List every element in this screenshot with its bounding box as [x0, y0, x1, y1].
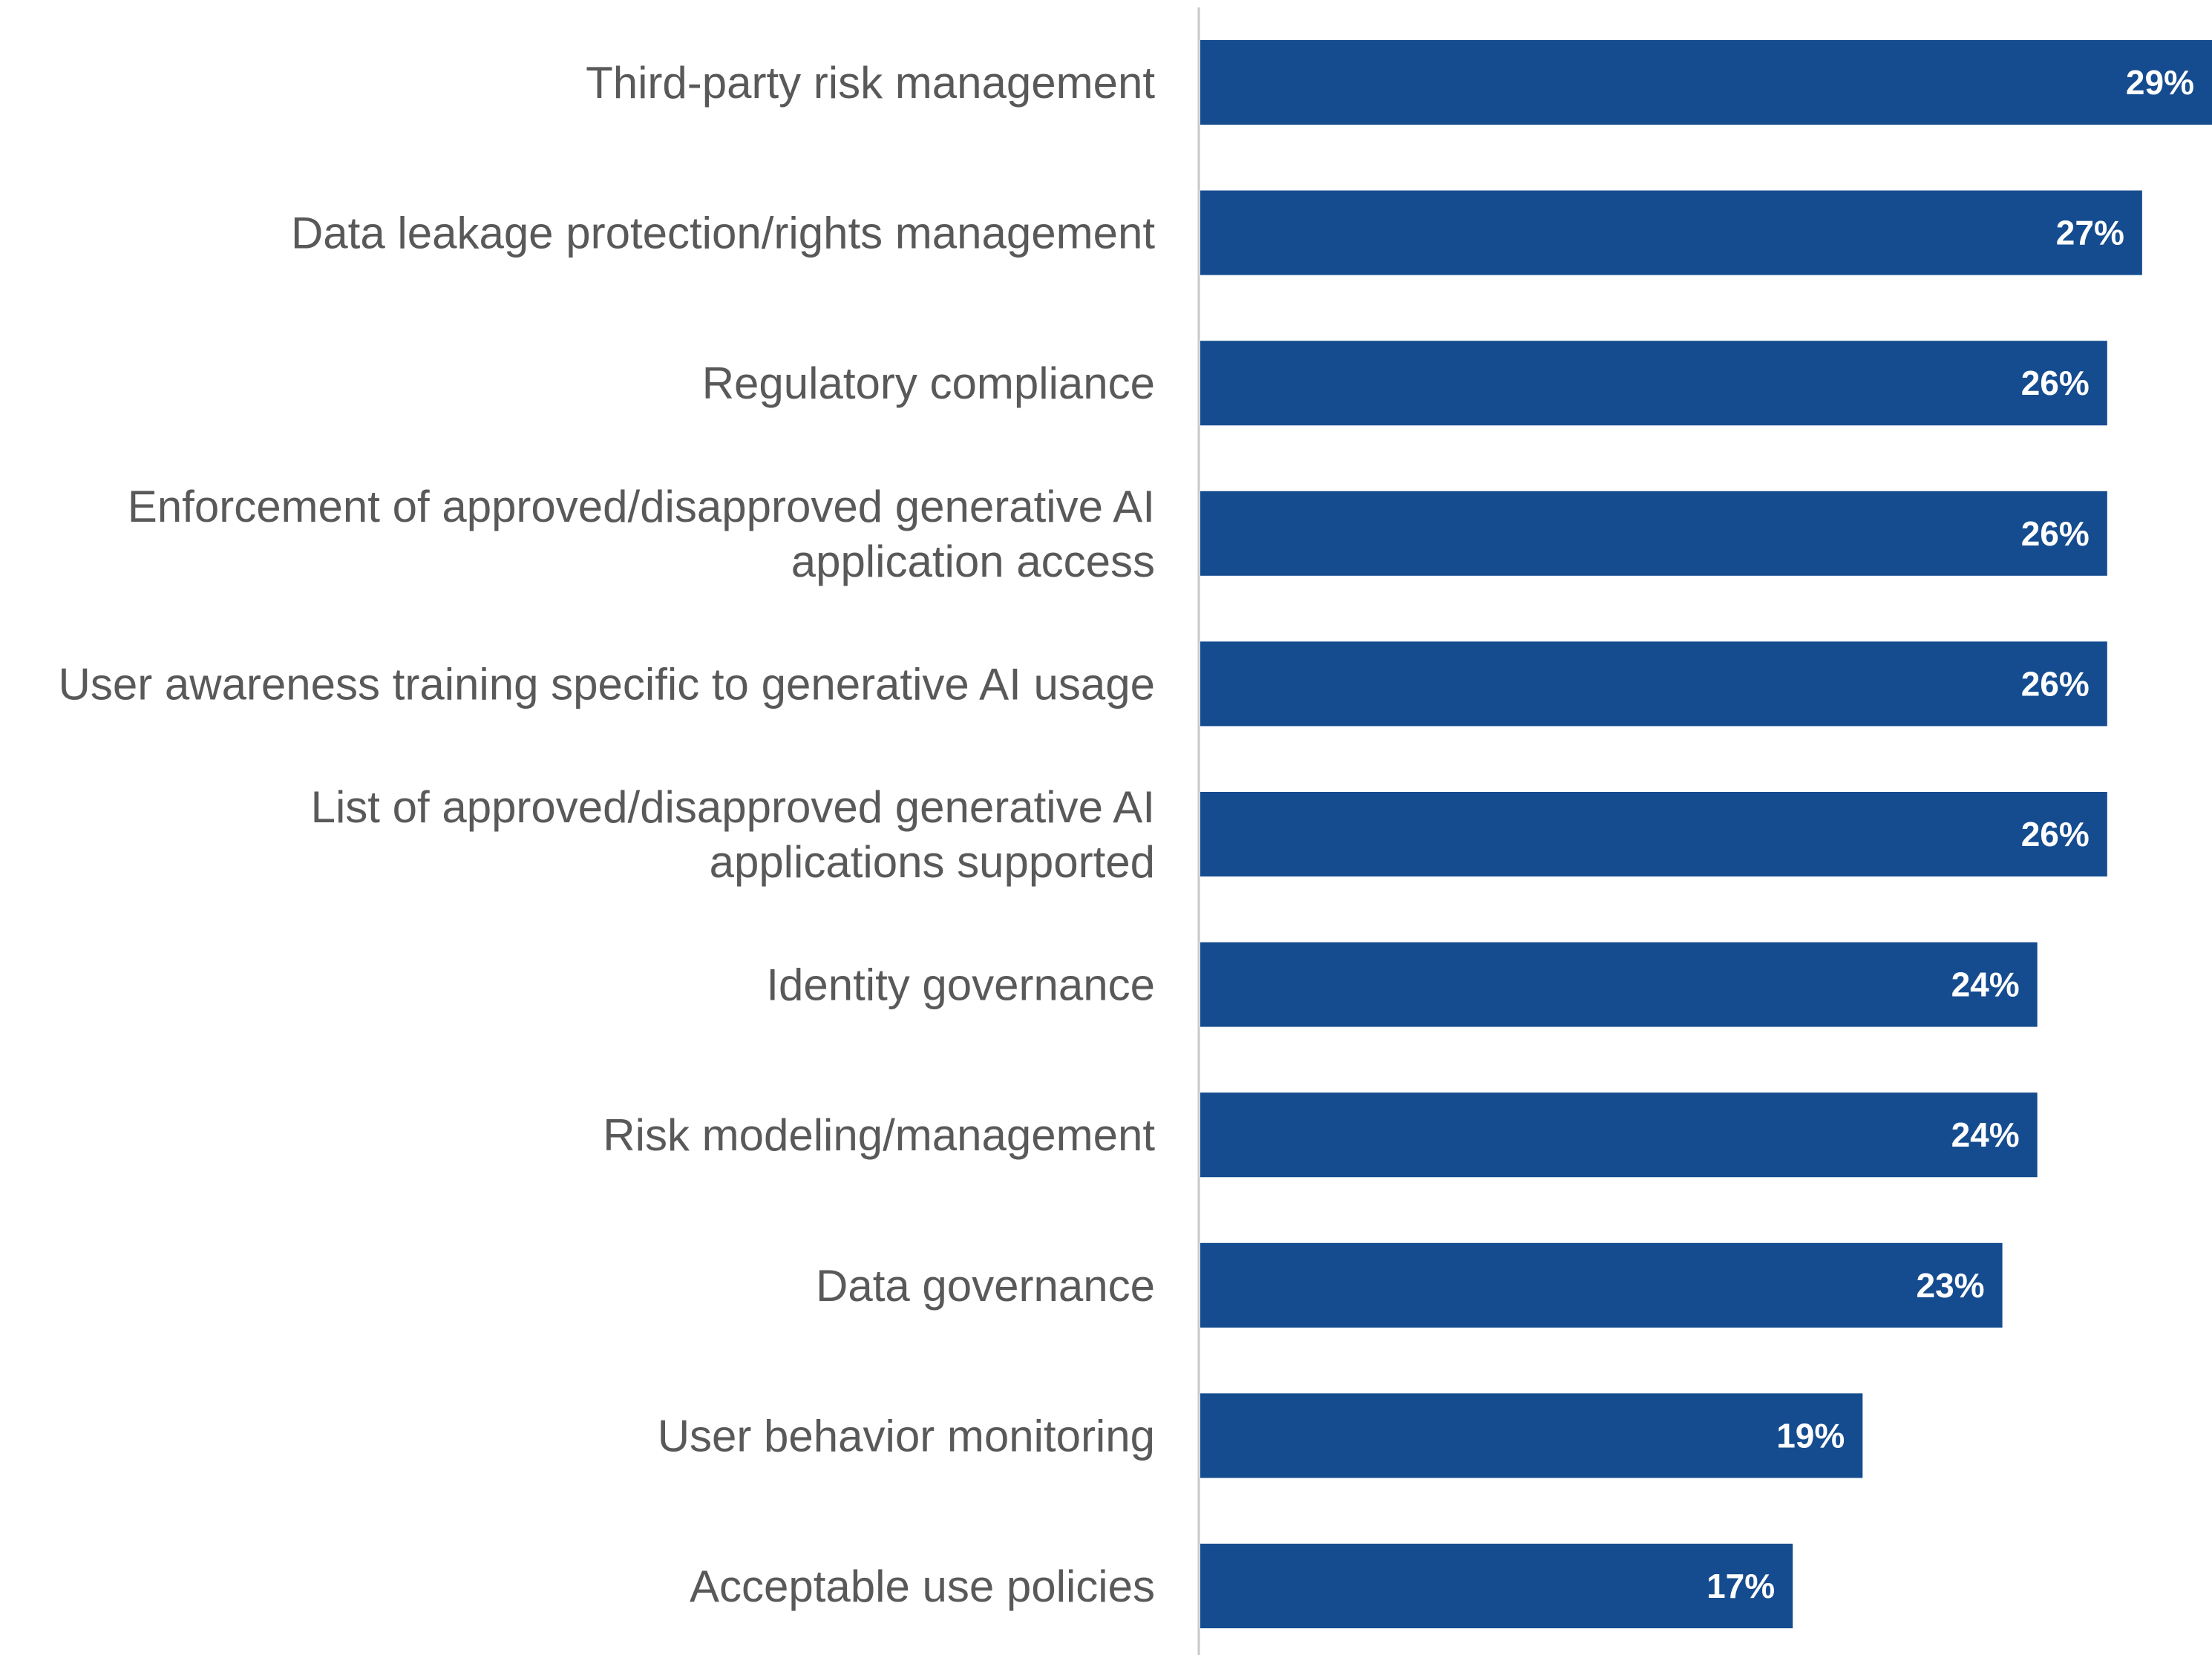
bar-6	[1200, 942, 2038, 1027]
value-label-4: 26%	[2021, 664, 2090, 703]
value-labels-group: 29% 27% 26% 26% 26% 26% 24% 24% 23% 19% 17%	[1707, 63, 2194, 1605]
bars-group	[1200, 40, 2212, 1628]
category-label-0: Third-party risk management	[586, 58, 1155, 108]
value-label-3: 26%	[2021, 514, 2090, 553]
value-label-0: 29%	[2126, 63, 2194, 102]
category-label-1-line-0: Data leakage protection/rights managemen…	[291, 209, 1155, 258]
bar-8	[1200, 1242, 2003, 1328]
value-label-2: 26%	[2021, 364, 2090, 402]
category-label-8-line-0: Data governance	[816, 1261, 1155, 1311]
category-label-6: Identity governance	[766, 960, 1155, 1010]
category-label-7-line-0: Risk modeling/management	[603, 1110, 1155, 1160]
category-label-8: Data governance	[816, 1261, 1155, 1311]
value-label-6: 24%	[1951, 966, 2020, 1004]
category-label-5: List of approved/disapproved generative …	[311, 782, 1155, 887]
category-label-10-line-0: Acceptable use policies	[690, 1561, 1155, 1611]
category-label-6-line-0: Identity governance	[766, 960, 1155, 1010]
bar-4	[1200, 641, 2107, 727]
category-label-2-line-0: Regulatory compliance	[702, 358, 1155, 408]
bar-9	[1200, 1393, 1863, 1478]
category-label-9: User behavior monitoring	[658, 1411, 1155, 1461]
bar-3	[1200, 491, 2107, 576]
value-label-8: 23%	[1917, 1266, 1985, 1305]
category-label-4: User awareness training specific to gene…	[59, 659, 1155, 709]
category-label-5-line-0: List of approved/disapproved generative …	[311, 782, 1155, 832]
bar-10	[1200, 1544, 1793, 1628]
category-label-9-line-0: User behavior monitoring	[658, 1411, 1155, 1461]
value-label-1: 27%	[2056, 214, 2124, 252]
category-label-4-line-0: User awareness training specific to gene…	[59, 659, 1155, 709]
category-label-2: Regulatory compliance	[702, 358, 1155, 408]
bar-7	[1200, 1092, 2038, 1178]
value-label-7: 24%	[1951, 1115, 2020, 1154]
category-label-3-line-0: Enforcement of approved/disapproved gene…	[128, 482, 1155, 531]
category-label-1: Data leakage protection/rights managemen…	[291, 209, 1155, 258]
category-label-0-line-0: Third-party risk management	[586, 58, 1155, 108]
value-label-9: 19%	[1776, 1416, 1845, 1455]
category-labels-group: Third-party risk management Data leakage …	[59, 58, 1156, 1611]
bar-1	[1200, 190, 2142, 275]
value-label-5: 26%	[2021, 815, 2090, 853]
category-label-7: Risk modeling/management	[603, 1110, 1155, 1160]
category-label-5-line-1: applications supported	[710, 837, 1155, 887]
bar-5	[1200, 792, 2107, 876]
bar-2	[1200, 341, 2107, 426]
category-label-3-line-1: application access	[791, 537, 1155, 586]
category-label-3: Enforcement of approved/disapproved gene…	[128, 482, 1155, 586]
bar-0	[1200, 40, 2212, 125]
category-label-10: Acceptable use policies	[690, 1561, 1155, 1611]
value-label-10: 17%	[1707, 1567, 1775, 1605]
